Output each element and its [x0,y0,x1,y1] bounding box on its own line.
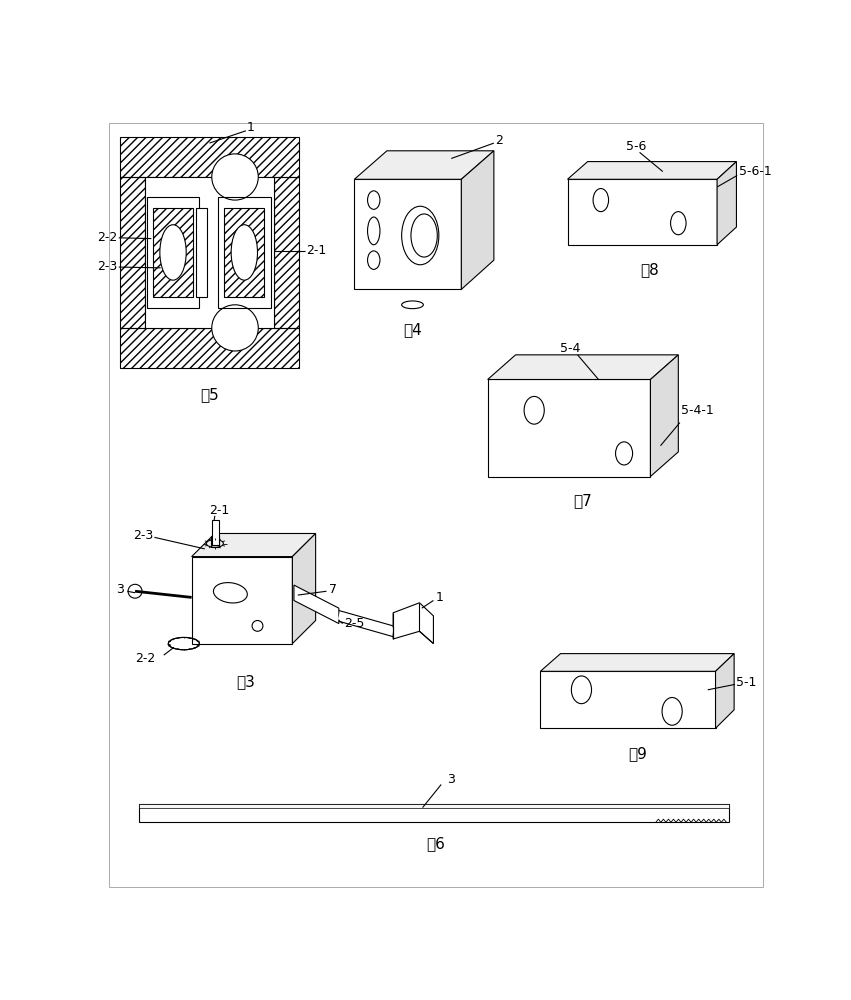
Text: 5-6: 5-6 [625,140,646,153]
Text: 图6: 图6 [426,836,445,851]
Bar [120,137,299,177]
Polygon shape [540,654,734,671]
Text: 5-4-1: 5-4-1 [682,404,714,417]
Polygon shape [293,533,316,644]
Text: 2-3: 2-3 [133,529,153,542]
Text: 2-2: 2-2 [135,652,155,666]
Bar [211,536,219,547]
Polygon shape [717,162,736,245]
Text: 2-1: 2-1 [306,244,327,257]
Bar [139,804,729,808]
Bar [120,177,146,328]
Polygon shape [488,355,678,379]
Polygon shape [191,533,316,557]
Text: 2-2: 2-2 [97,231,117,244]
Polygon shape [716,654,734,728]
Bar [274,177,299,328]
Polygon shape [354,179,461,289]
Text: 图8: 图8 [640,262,659,277]
Bar [224,208,265,297]
Text: 图9: 图9 [629,746,648,761]
Text: 5-4: 5-4 [560,342,580,355]
Polygon shape [568,162,736,179]
Bar [212,520,219,545]
Polygon shape [393,603,433,644]
Bar [153,208,193,297]
Text: 图4: 图4 [403,322,422,337]
Ellipse shape [128,584,142,598]
Bar [139,804,729,822]
Ellipse shape [160,225,186,280]
Text: 5-6-1: 5-6-1 [739,165,772,178]
Text: 7: 7 [328,583,337,596]
Polygon shape [191,557,293,644]
Text: 2-5: 2-5 [345,617,365,630]
Polygon shape [650,355,678,477]
Bar [197,208,207,297]
Polygon shape [488,379,650,477]
Ellipse shape [212,154,258,200]
Bar [120,328,299,368]
Ellipse shape [231,225,258,280]
Polygon shape [568,179,717,245]
Text: 图5: 图5 [200,387,219,402]
Text: 2-1: 2-1 [208,504,229,517]
Text: 5-1: 5-1 [736,676,757,689]
Bar [146,177,274,328]
Text: 2: 2 [495,134,503,147]
Polygon shape [354,151,494,179]
Polygon shape [461,151,494,289]
Text: 2-3: 2-3 [97,260,117,273]
Polygon shape [294,585,339,624]
Text: 1: 1 [436,591,443,604]
Bar [146,197,199,308]
Text: 图7: 图7 [574,494,592,509]
Text: 3: 3 [116,583,123,596]
Bar [218,197,271,308]
Ellipse shape [212,305,258,351]
Text: 图3: 图3 [237,675,255,690]
Text: 3: 3 [448,773,455,786]
Text: 1: 1 [247,121,254,134]
Polygon shape [540,671,716,728]
